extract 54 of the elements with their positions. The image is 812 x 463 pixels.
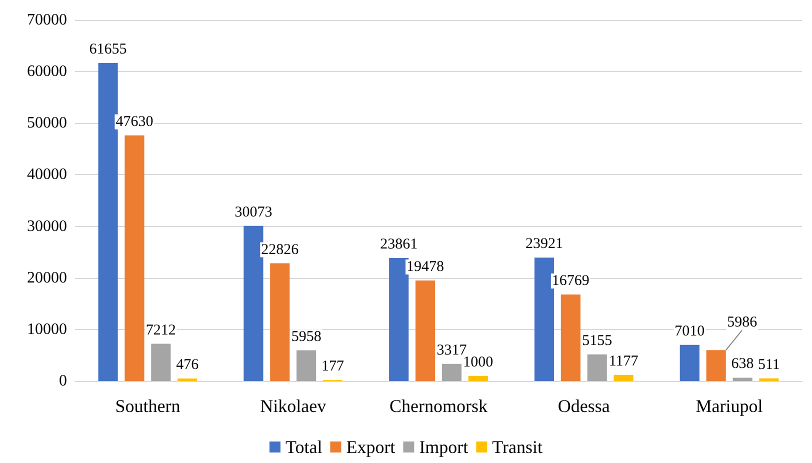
- data-label: 1177: [608, 353, 639, 370]
- y-tick-label: 60000: [27, 63, 67, 80]
- legend-label: Total: [285, 437, 322, 457]
- bar: [534, 258, 554, 381]
- bar: [560, 294, 580, 381]
- bar: [680, 344, 700, 381]
- legend-label: Transit: [492, 437, 543, 457]
- data-label: 177: [321, 358, 344, 375]
- data-label: 23921: [526, 236, 564, 252]
- y-tick-label: 70000: [27, 12, 67, 28]
- x-tick-label: Chernomorsk: [390, 396, 488, 416]
- data-label: 1000: [463, 354, 494, 370]
- bar: [98, 63, 118, 381]
- legend-label: Export: [346, 437, 396, 457]
- data-label: 30073: [234, 204, 272, 220]
- x-tick-label: Mariupol: [696, 396, 763, 416]
- x-tick-label: Odessa: [558, 396, 610, 416]
- data-label: 5155: [582, 332, 612, 349]
- x-tick-label: Southern: [115, 396, 180, 416]
- bar: [732, 378, 752, 381]
- data-label: 23861: [380, 236, 418, 252]
- y-tick-label: 40000: [27, 166, 67, 184]
- data-label: 638: [731, 356, 754, 372]
- legend-label: Import: [419, 437, 468, 457]
- data-label: 47630: [116, 114, 154, 130]
- bar: [759, 378, 779, 381]
- y-tick-label: 0: [59, 372, 67, 390]
- data-label: 7212: [146, 322, 176, 338]
- bar: [706, 350, 726, 381]
- bar: [614, 374, 634, 381]
- bar: [270, 263, 290, 381]
- data-label: 22826: [261, 242, 300, 258]
- bar: [415, 280, 436, 381]
- data-label: 5986: [727, 314, 758, 331]
- bar: [151, 344, 171, 381]
- data-label: 16769: [552, 273, 590, 290]
- y-tick-label: 30000: [27, 218, 67, 235]
- bar: [442, 364, 462, 381]
- bar: [296, 350, 316, 381]
- data-label: 476: [176, 357, 200, 374]
- bar: [468, 376, 488, 381]
- y-tick-label: 20000: [27, 269, 67, 286]
- y-tick-label: 50000: [27, 114, 67, 132]
- x-tick-label: Nikolaev: [260, 396, 326, 416]
- bar: [389, 258, 409, 381]
- data-label: 19478: [406, 259, 444, 276]
- bar: [244, 226, 264, 381]
- y-tick-label: 10000: [27, 320, 67, 338]
- data-label: 7010: [674, 323, 705, 340]
- data-label: 61655: [89, 42, 127, 58]
- bar: [587, 354, 607, 381]
- bar: [124, 135, 144, 381]
- data-label: 511: [758, 356, 780, 373]
- data-label: 5958: [291, 328, 322, 345]
